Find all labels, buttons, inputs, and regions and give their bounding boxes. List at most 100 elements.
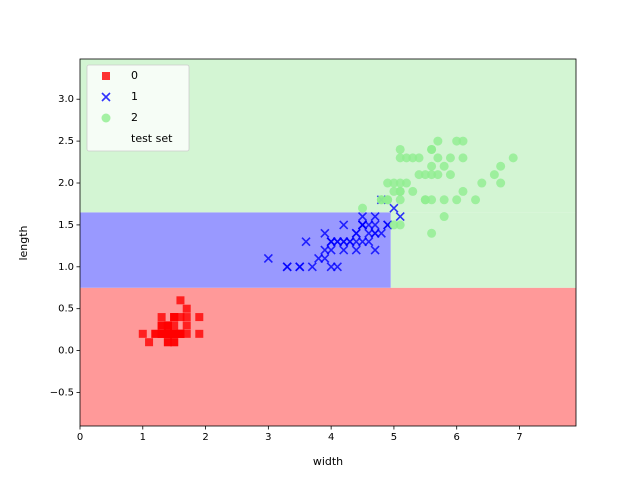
point <box>176 296 185 305</box>
point <box>458 186 468 196</box>
point <box>496 178 506 188</box>
legend: 0 1 2 test set <box>86 64 190 152</box>
y-tick-label: −0.5 <box>50 387 74 398</box>
point <box>414 153 424 163</box>
point <box>370 211 380 222</box>
point <box>376 228 386 238</box>
point <box>395 144 405 154</box>
point <box>358 203 368 213</box>
legend-marker <box>102 72 110 80</box>
point <box>176 329 185 338</box>
plot-frame <box>79 58 577 427</box>
point <box>395 178 405 188</box>
y-tick-label: 1.0 <box>58 262 74 273</box>
point <box>489 170 499 180</box>
point <box>427 195 437 205</box>
legend-label: 1 <box>131 90 138 103</box>
decision-region <box>390 212 576 288</box>
x-tick-label: 4 <box>328 432 334 443</box>
point <box>157 313 166 322</box>
x-tick-label: 1 <box>140 432 146 443</box>
decision-region <box>80 212 391 288</box>
y-axis-label: length <box>17 225 30 260</box>
point <box>433 153 443 163</box>
x-tick-label: 3 <box>265 432 271 443</box>
point <box>427 144 437 154</box>
point <box>195 313 204 322</box>
point <box>157 321 166 330</box>
legend-marker <box>101 113 111 123</box>
point <box>395 195 405 205</box>
point <box>163 338 172 347</box>
point <box>383 178 393 188</box>
x-axis-label: width <box>313 455 343 468</box>
point <box>395 153 405 163</box>
point <box>433 170 443 180</box>
y-tick-label: 0.0 <box>58 346 74 357</box>
point <box>195 329 204 338</box>
point <box>182 321 191 330</box>
point <box>395 211 405 222</box>
point <box>182 313 191 322</box>
x-tick-label: 6 <box>454 432 460 443</box>
point <box>376 195 386 205</box>
point <box>176 313 185 322</box>
legend-marker <box>101 92 111 102</box>
point <box>151 329 160 338</box>
point <box>414 170 424 180</box>
point <box>439 195 449 205</box>
point <box>170 338 179 347</box>
point <box>395 220 405 230</box>
point <box>295 262 305 272</box>
point <box>439 161 449 171</box>
point <box>351 245 361 255</box>
y-tick-label: 1.5 <box>58 220 74 231</box>
point <box>389 220 399 230</box>
point <box>157 329 166 338</box>
point <box>427 228 437 238</box>
point <box>427 170 437 180</box>
legend-label: test set <box>131 132 173 145</box>
point <box>282 262 292 272</box>
point <box>170 329 179 338</box>
x-tick-label: 2 <box>202 432 208 443</box>
point <box>370 245 380 255</box>
point <box>508 153 518 163</box>
point <box>320 228 330 238</box>
legend-box <box>86 64 190 152</box>
point <box>307 262 317 272</box>
point <box>471 195 481 205</box>
point <box>389 178 399 188</box>
point <box>477 178 487 188</box>
legend-label: 0 <box>131 69 138 82</box>
point <box>452 195 462 205</box>
point <box>496 161 506 171</box>
point <box>420 195 430 205</box>
point <box>383 195 393 205</box>
x-tick-label: 7 <box>516 432 522 443</box>
y-tick-label: 0.5 <box>58 304 74 315</box>
point <box>326 245 336 255</box>
point <box>427 161 437 171</box>
point <box>364 237 374 247</box>
point <box>182 304 191 313</box>
point <box>458 153 468 163</box>
point <box>163 321 172 330</box>
point <box>445 153 455 163</box>
point <box>408 153 418 163</box>
point <box>314 253 324 263</box>
point <box>332 262 342 272</box>
point <box>445 170 455 180</box>
point <box>401 153 411 163</box>
point <box>389 186 399 196</box>
point <box>389 203 399 213</box>
point <box>433 136 443 146</box>
point <box>263 253 273 263</box>
point <box>332 237 342 247</box>
y-tick-label: 2.5 <box>58 136 74 147</box>
point <box>452 136 462 146</box>
point <box>339 220 349 230</box>
y-tick-label: 2.0 <box>58 178 74 189</box>
point <box>351 228 361 238</box>
point <box>357 211 368 222</box>
